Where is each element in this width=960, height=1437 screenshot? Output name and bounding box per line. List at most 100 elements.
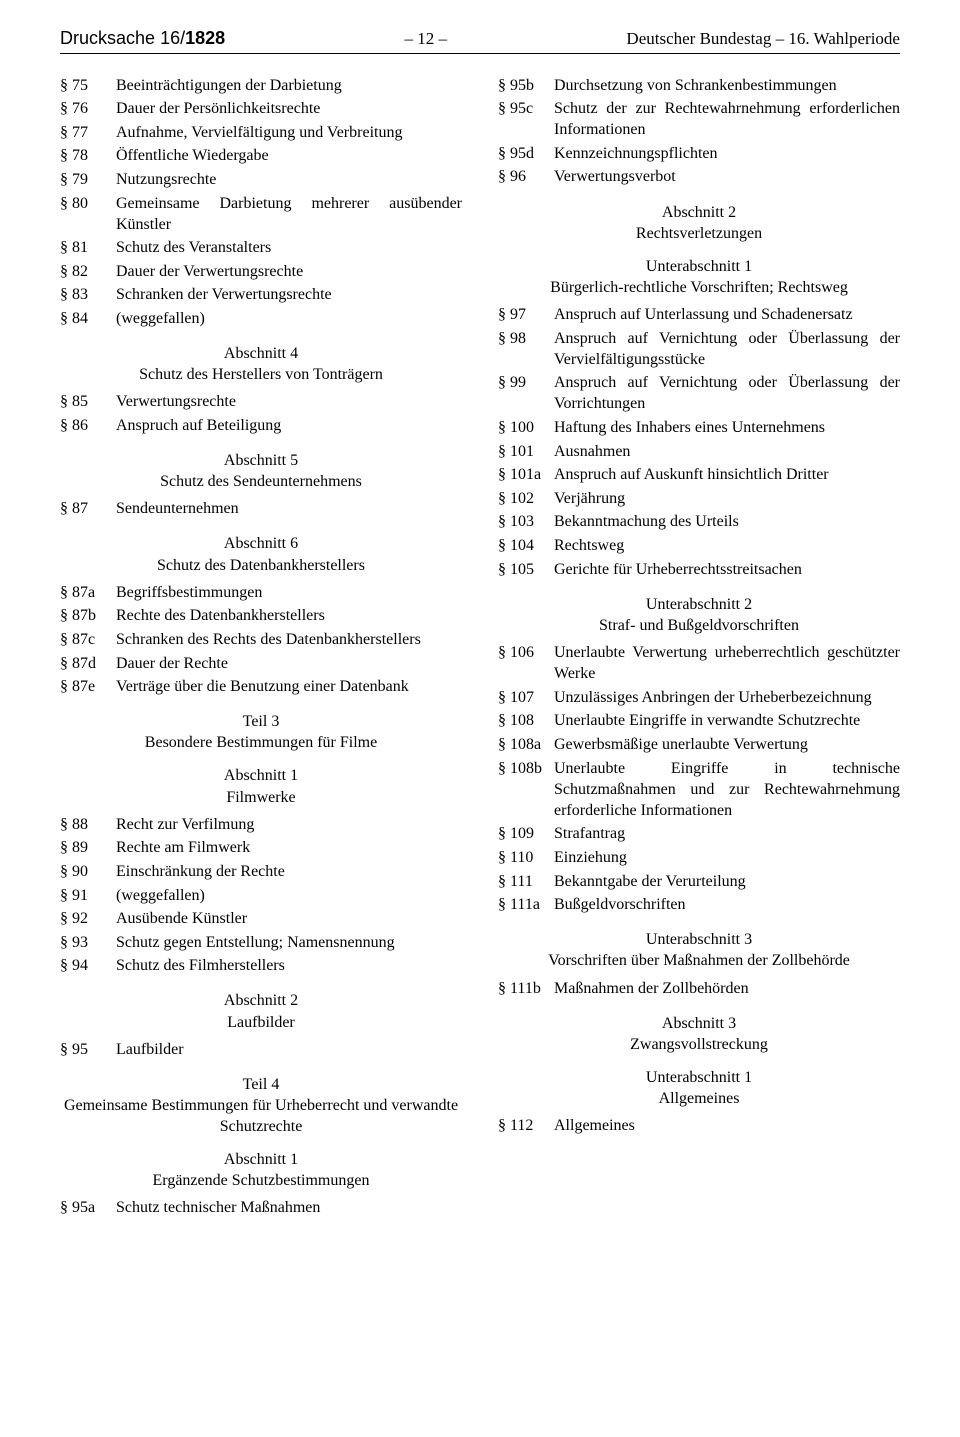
drucksache-prefix: 16/: [160, 28, 185, 48]
section-number: § 109: [498, 823, 554, 844]
content-columns: § 75Beeinträchtigungen der Darbietung§ 7…: [60, 72, 900, 1221]
section-heading: Unterabschnitt 1Allgemeines: [498, 1067, 900, 1109]
drucksache-label: Drucksache: [60, 28, 155, 48]
section-number: § 112: [498, 1115, 554, 1136]
toc-entry: § 106Unerlaubte Verwertung urheberrechtl…: [498, 642, 900, 684]
section-title: Ausnahmen: [554, 441, 900, 462]
section-number: § 105: [498, 559, 554, 580]
toc-entry: § 88Recht zur Verfilmung: [60, 814, 462, 835]
section-number: § 106: [498, 642, 554, 684]
section-title: Schutz gegen Entstellung; Namensnennung: [116, 932, 462, 953]
section-number: § 84: [60, 308, 116, 329]
section-title: Rechtsweg: [554, 535, 900, 556]
toc-entry: § 83Schranken der Verwertungsrechte: [60, 284, 462, 305]
section-number: § 101a: [498, 464, 554, 485]
heading-line: Abschnitt 2: [60, 990, 462, 1011]
section-title: Anspruch auf Auskunft hinsichtlich Dritt…: [554, 464, 900, 485]
section-number: § 87c: [60, 629, 116, 650]
toc-entry: § 92Ausübende Künstler: [60, 908, 462, 929]
section-title: Begriffsbestimmungen: [116, 582, 462, 603]
page-header: Drucksache 16/1828 – 12 – Deutscher Bund…: [60, 28, 900, 54]
section-number: § 94: [60, 955, 116, 976]
section-title: Schranken der Verwertungsrechte: [116, 284, 462, 305]
header-left: Drucksache 16/1828: [60, 28, 225, 49]
toc-entry: § 110Einziehung: [498, 847, 900, 868]
section-number: § 90: [60, 861, 116, 882]
section-number: § 91: [60, 885, 116, 906]
section-title: Einschränkung der Rechte: [116, 861, 462, 882]
section-title: Strafantrag: [554, 823, 900, 844]
section-title: Bekanntgabe der Verurteilung: [554, 871, 900, 892]
section-number: § 87e: [60, 676, 116, 697]
section-title: Rechte am Filmwerk: [116, 837, 462, 858]
heading-line: Bürgerlich-rechtliche Vorschriften; Rech…: [498, 277, 900, 298]
section-title: Öffentliche Wiedergabe: [116, 145, 462, 166]
section-number: § 96: [498, 166, 554, 187]
section-title: Schutz der zur Rechtewahrnehmung erforde…: [554, 98, 900, 140]
toc-entry: § 79Nutzungsrechte: [60, 169, 462, 190]
left-column: § 75Beeinträchtigungen der Darbietung§ 7…: [60, 72, 462, 1221]
section-title: Laufbilder: [116, 1039, 462, 1060]
toc-entry: § 108Unerlaubte Eingriffe in verwandte S…: [498, 710, 900, 731]
toc-entry: § 111aBußgeldvorschriften: [498, 894, 900, 915]
section-heading: Abschnitt 2Rechtsverletzungen: [498, 202, 900, 244]
heading-line: Besondere Bestimmungen für Filme: [60, 732, 462, 753]
section-title: Schutz des Veranstalters: [116, 237, 462, 258]
section-title: Kennzeichnungspflichten: [554, 143, 900, 164]
section-title: Anspruch auf Unterlassung und Schadeners…: [554, 304, 900, 325]
section-number: § 108a: [498, 734, 554, 755]
section-number: § 102: [498, 488, 554, 509]
heading-line: Abschnitt 3: [498, 1013, 900, 1034]
toc-entry: § 99Anspruch auf Vernichtung oder Überla…: [498, 372, 900, 414]
section-title: Ausübende Künstler: [116, 908, 462, 929]
section-title: Anspruch auf Vernichtung oder Überlassun…: [554, 372, 900, 414]
section-title: Haftung des Inhabers eines Unternehmens: [554, 417, 900, 438]
heading-line: Abschnitt 4: [60, 343, 462, 364]
section-number: § 101: [498, 441, 554, 462]
section-heading: Abschnitt 1Ergänzende Schutzbestimmungen: [60, 1149, 462, 1191]
section-title: Rechte des Datenbankherstellers: [116, 605, 462, 626]
section-title: Aufnahme, Vervielfältigung und Verbreitu…: [116, 122, 462, 143]
heading-line: Schutz des Herstellers von Tonträgern: [60, 364, 462, 385]
section-number: § 87a: [60, 582, 116, 603]
heading-line: Vorschriften über Maßnahmen der Zollbehö…: [498, 950, 900, 971]
section-number: § 104: [498, 535, 554, 556]
toc-entry: § 80Gemeinsame Darbietung mehrerer ausüb…: [60, 193, 462, 235]
section-number: § 81: [60, 237, 116, 258]
section-heading: Abschnitt 3Zwangsvollstreckung: [498, 1013, 900, 1055]
section-number: § 92: [60, 908, 116, 929]
heading-line: Rechtsverletzungen: [498, 223, 900, 244]
section-number: § 86: [60, 415, 116, 436]
toc-entry: § 87Sendeunternehmen: [60, 498, 462, 519]
heading-line: Zwangsvollstreckung: [498, 1034, 900, 1055]
section-number: § 98: [498, 328, 554, 370]
toc-entry: § 95aSchutz technischer Maßnahmen: [60, 1197, 462, 1218]
header-right: Deutscher Bundestag – 16. Wahlperiode: [626, 29, 900, 49]
section-title: Unerlaubte Verwertung urheberrechtlich g…: [554, 642, 900, 684]
section-title: Einziehung: [554, 847, 900, 868]
toc-entry: § 94Schutz des Filmherstellers: [60, 955, 462, 976]
heading-line: Abschnitt 5: [60, 450, 462, 471]
section-number: § 111b: [498, 978, 554, 999]
toc-entry: § 78Öffentliche Wiedergabe: [60, 145, 462, 166]
toc-entry: § 100Haftung des Inhabers eines Unterneh…: [498, 417, 900, 438]
toc-entry: § 81Schutz des Veranstalters: [60, 237, 462, 258]
toc-entry: § 111Bekanntgabe der Verurteilung: [498, 871, 900, 892]
section-heading: Abschnitt 4Schutz des Herstellers von To…: [60, 343, 462, 385]
section-title: Anspruch auf Vernichtung oder Überlassun…: [554, 328, 900, 370]
section-number: § 80: [60, 193, 116, 235]
section-number: § 110: [498, 847, 554, 868]
toc-entry: § 101aAnspruch auf Auskunft hinsichtlich…: [498, 464, 900, 485]
section-title: Anspruch auf Beteiligung: [116, 415, 462, 436]
section-number: § 97: [498, 304, 554, 325]
section-number: § 108: [498, 710, 554, 731]
heading-line: Gemeinsame Bestimmungen für Urheberrecht…: [60, 1095, 462, 1137]
section-title: Verwertungsrechte: [116, 391, 462, 412]
section-number: § 107: [498, 687, 554, 708]
heading-line: Unterabschnitt 2: [498, 594, 900, 615]
section-title: Dauer der Rechte: [116, 653, 462, 674]
toc-entry: § 85Verwertungsrechte: [60, 391, 462, 412]
section-number: § 95a: [60, 1197, 116, 1218]
section-title: Dauer der Verwertungsrechte: [116, 261, 462, 282]
toc-entry: § 76Dauer der Persönlichkeitsrechte: [60, 98, 462, 119]
